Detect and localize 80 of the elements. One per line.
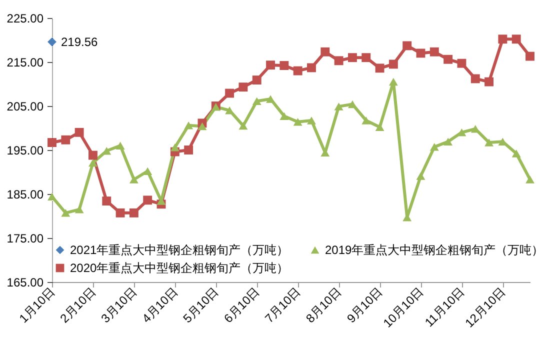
point: [444, 138, 453, 146]
point: [402, 41, 412, 50]
point: [266, 95, 275, 103]
point: [334, 56, 344, 66]
point: [430, 47, 439, 56]
point: [252, 76, 262, 85]
point: [280, 61, 289, 70]
point: [430, 143, 439, 151]
x-tick-label: 2月10日: [57, 284, 98, 326]
point: [48, 192, 56, 201]
point: [307, 63, 316, 72]
point: [307, 116, 316, 124]
point: [88, 158, 98, 167]
x-tick-label: 5月10日: [180, 284, 222, 326]
point: [375, 123, 384, 131]
point: [280, 112, 289, 120]
x-tick-label: 11月10日: [422, 284, 468, 330]
point: [116, 208, 125, 218]
point: [116, 142, 125, 150]
legend-label: 2019年重点大中型钢企粗钢旬产（万吨）: [325, 243, 544, 257]
point: [362, 53, 371, 62]
point: [225, 88, 234, 98]
point: [74, 206, 84, 214]
x-tick-label: 3月10日: [98, 284, 140, 326]
point: [457, 58, 466, 68]
point: [362, 116, 371, 124]
point: [512, 150, 521, 158]
point: [334, 102, 344, 110]
y-tick-label: 215.00: [6, 56, 44, 70]
point: [88, 150, 98, 160]
point: [143, 196, 152, 205]
point: [129, 176, 138, 184]
point: [143, 167, 152, 175]
legend-label: 2021年重点大中型钢企粗钢旬产（万吨）: [70, 243, 289, 257]
point: [320, 47, 330, 56]
point: [129, 208, 138, 218]
point: [388, 60, 398, 69]
y-tick-label: 205.00: [6, 100, 44, 114]
point: [61, 209, 70, 217]
point: [184, 146, 194, 154]
point: [526, 176, 534, 184]
y-tick-label: 175.00: [6, 232, 44, 246]
data-label: 219.56: [61, 34, 98, 49]
point: [348, 100, 357, 108]
y-tick-label: 165.00: [6, 276, 44, 290]
point: [266, 60, 275, 70]
point: [526, 52, 534, 61]
point: [416, 172, 426, 180]
x-tick-label: 4月10日: [139, 284, 180, 326]
point: [74, 128, 84, 137]
point: [348, 53, 357, 62]
point: [293, 118, 302, 126]
point: [170, 143, 180, 152]
point: [498, 34, 508, 44]
point: [48, 138, 56, 147]
point: [293, 66, 302, 76]
point: [184, 121, 194, 130]
point: [102, 196, 112, 206]
x-tick-label: 8月10日: [303, 284, 344, 326]
point: [238, 122, 248, 130]
point: [484, 138, 494, 146]
point: [388, 78, 398, 86]
point: [470, 74, 480, 84]
point: [252, 97, 262, 106]
point: [444, 54, 453, 64]
y-tick-label: 195.00: [6, 144, 44, 158]
x-tick-label: 9月10日: [344, 284, 386, 326]
point: [512, 34, 521, 44]
point: [238, 82, 248, 92]
point: [484, 77, 494, 86]
x-tick-label: 7月10日: [262, 284, 304, 326]
point: [198, 122, 207, 130]
point: [416, 48, 426, 58]
point: [61, 135, 70, 144]
point: [48, 37, 56, 46]
y-tick-label: 185.00: [6, 188, 44, 202]
point: [375, 64, 384, 73]
x-tick-label: 6月10日: [221, 284, 262, 326]
legend-label: 2020年重点大中型钢企粗钢旬产（万吨）: [70, 261, 289, 275]
y-tick-label: 225.00: [6, 12, 44, 26]
